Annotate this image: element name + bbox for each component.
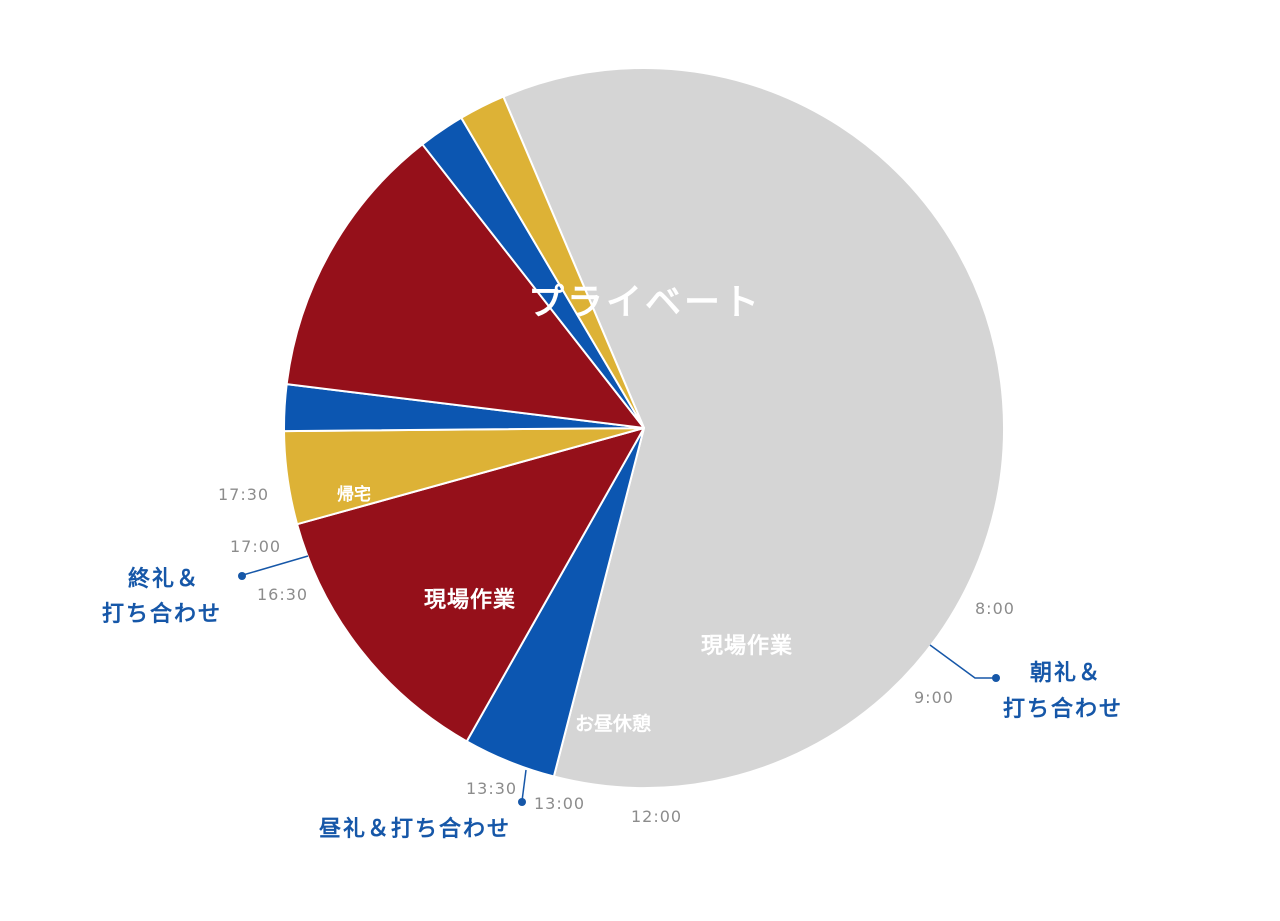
time-label: 17:30 (218, 485, 269, 504)
pie-slice (296, 427, 645, 743)
time-label: 13:30 (466, 779, 517, 798)
callout-morning-line2: 打ち合わせ (1003, 696, 1123, 722)
time-label: 16:30 (257, 585, 308, 604)
callout-dot-noon (518, 798, 526, 806)
slice-label-private: プライベート (528, 282, 762, 323)
pie-slice (285, 143, 645, 429)
callout-evening-line2: 打ち合わせ (102, 601, 222, 627)
pie-slices (283, 67, 1005, 789)
callout-evening-line1: 終礼＆ (128, 566, 200, 592)
pie-slice (502, 67, 1005, 789)
callout-morning-line1: 朝礼＆ (1030, 660, 1102, 686)
callout-line-noon (521, 769, 527, 802)
callout-noon: 昼礼＆打ち合わせ (319, 816, 511, 842)
time-label: 12:00 (631, 807, 682, 826)
time-label: 9:00 (914, 688, 954, 707)
callout-dot-morning (992, 674, 1000, 682)
slice-label-lunch: お昼休憩 (575, 712, 651, 735)
slice-label-field-work-left: 現場作業 (424, 588, 516, 613)
pie-slice (460, 95, 645, 429)
slice-label-field-work-right: 現場作業 (701, 634, 793, 659)
callout-dot-evening (238, 572, 246, 580)
slice-label-home: 帰宅 (337, 484, 371, 505)
callout-line-morning (929, 644, 995, 679)
time-label: 13:00 (534, 794, 585, 813)
callout-line-evening (242, 555, 309, 576)
time-label: 8:00 (975, 599, 1015, 618)
time-label: 17:00 (230, 537, 281, 556)
